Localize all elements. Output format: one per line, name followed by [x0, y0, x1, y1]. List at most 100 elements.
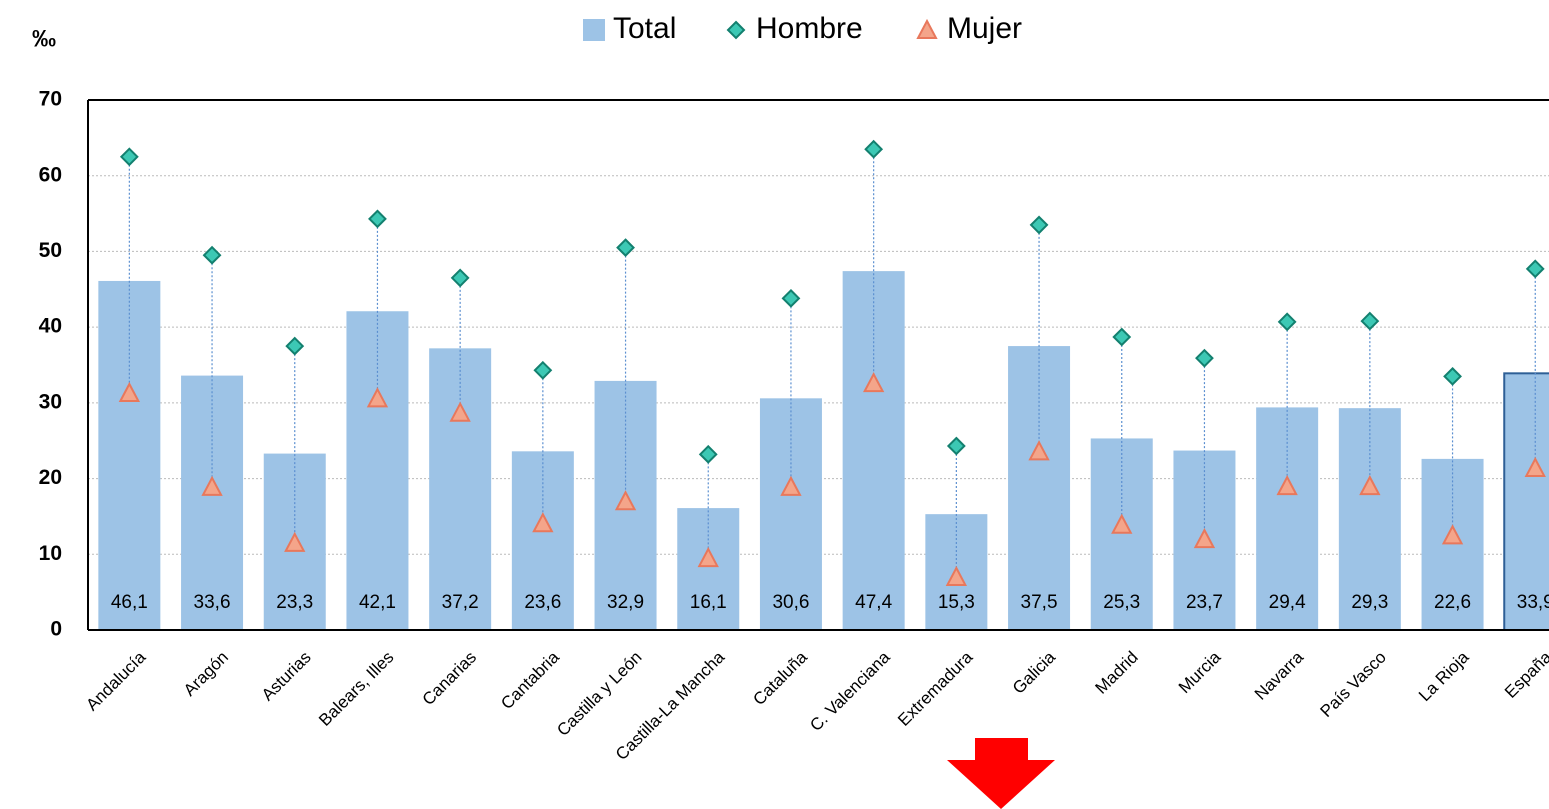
value-label: 23,6 — [524, 592, 561, 613]
hombre-marker — [864, 139, 884, 159]
y-tick-label: 70 — [39, 88, 62, 111]
hombre-marker — [1360, 311, 1380, 331]
mujer-marker — [366, 387, 389, 408]
hombre-marker — [450, 268, 470, 288]
hombre-marker — [119, 147, 139, 167]
value-label: 37,5 — [1021, 592, 1058, 613]
hombre-marker — [781, 288, 801, 308]
y-tick-label: 40 — [39, 315, 62, 338]
mujer-marker — [1524, 456, 1546, 477]
x-tick-label: País Vasco — [1316, 648, 1389, 721]
hombre-marker — [1029, 215, 1049, 235]
legend-label: Mujer — [947, 12, 1022, 45]
legend-label: Total — [613, 12, 676, 45]
x-tick-label: España — [1501, 647, 1549, 702]
bar — [1256, 407, 1319, 630]
value-label: 29,3 — [1351, 592, 1388, 613]
x-tick-label: La Rioja — [1415, 647, 1473, 705]
mujer-marker — [945, 565, 968, 586]
x-tick-label: Castilla y León — [553, 648, 645, 740]
mujer-marker — [284, 531, 306, 552]
mujer-marker — [1276, 475, 1298, 496]
value-label: 16,1 — [690, 592, 727, 613]
hombre-marker — [368, 209, 387, 229]
mujer-marker — [201, 475, 223, 496]
y-tick-label: 60 — [39, 163, 62, 186]
value-label: 32,9 — [607, 592, 644, 613]
y-axis-label: ‰ — [32, 25, 56, 52]
y-tick-label: 30 — [39, 390, 62, 413]
y-tick-label: 50 — [39, 239, 62, 262]
value-label: 23,7 — [1186, 592, 1223, 613]
legend: Total Hombre Mujer — [583, 12, 1022, 45]
x-tick-label: Andalucía — [82, 647, 149, 714]
x-tick-label: Balears, Illes — [315, 648, 397, 730]
mujer-marker — [697, 546, 719, 568]
y-tick-label: 20 — [39, 466, 62, 489]
x-tick-label: Madrid — [1092, 648, 1142, 698]
mujer-marker — [614, 490, 637, 511]
hombre-marker — [946, 436, 966, 456]
value-label: 37,2 — [442, 592, 479, 613]
hombre-marker — [1277, 312, 1297, 332]
hombre-marker — [1195, 348, 1214, 368]
bar — [759, 398, 822, 630]
mujer-marker — [862, 372, 885, 393]
x-tick-label: Canarias — [419, 648, 481, 710]
bar — [1503, 372, 1549, 631]
hombre-marker — [533, 360, 553, 380]
value-label: 23,3 — [276, 592, 313, 613]
y-tick-label: 10 — [39, 542, 62, 565]
value-label: 29,4 — [1269, 592, 1306, 613]
bar — [511, 451, 574, 630]
legend-swatch — [916, 18, 938, 39]
hombre-marker — [1443, 366, 1462, 386]
x-tick-label: Asturias — [258, 648, 315, 705]
value-label: 22,6 — [1434, 592, 1471, 613]
bar — [677, 508, 740, 630]
x-tick-label: C. Valenciana — [806, 647, 894, 735]
legend-label: Hombre — [756, 12, 863, 45]
x-tick-label: Murcia — [1175, 647, 1225, 697]
x-tick-label: Navarra — [1251, 647, 1308, 704]
x-tick-label: Cantabria — [497, 647, 563, 713]
hombre-marker — [285, 336, 305, 356]
hombre-marker — [202, 245, 222, 265]
bar — [842, 271, 905, 630]
x-tick-label: Aragón — [180, 648, 232, 700]
hombre-marker — [698, 444, 718, 464]
x-tick-label: Cataluña — [749, 647, 811, 709]
value-label: 33,6 — [194, 592, 231, 613]
mujer-marker — [1359, 475, 1381, 496]
legend-swatch — [583, 19, 605, 41]
mujer-marker — [780, 475, 802, 496]
hombre-marker — [616, 238, 635, 258]
mujer-marker — [532, 512, 554, 533]
bar — [1008, 346, 1071, 630]
value-label: 30,6 — [772, 592, 809, 613]
mujer-marker — [449, 401, 471, 422]
mujer-marker — [1193, 528, 1216, 549]
x-tick-label: Galicia — [1009, 647, 1060, 698]
value-label: 42,1 — [359, 592, 396, 613]
value-label: 47,4 — [855, 592, 892, 613]
hombre-marker — [1112, 327, 1132, 347]
bar — [1421, 458, 1484, 630]
arrow-annotation — [947, 738, 1055, 809]
hombre-marker — [1525, 259, 1545, 279]
bar — [181, 375, 244, 630]
value-label: 15,3 — [938, 592, 975, 613]
value-label: 33,9 — [1517, 592, 1549, 613]
y-tick-label: 0 — [50, 618, 62, 641]
mujer-marker — [118, 381, 141, 403]
plot-area: 0 10 20 30 40 50 60 70 46,1 Andalucía 33,6 Aragón 23… — [39, 88, 1549, 764]
value-label: 46,1 — [111, 592, 148, 613]
value-label: 25,3 — [1103, 592, 1140, 613]
legend-swatch — [726, 20, 746, 40]
mujer-marker — [1111, 513, 1133, 534]
mujer-marker — [1028, 440, 1050, 461]
bar — [98, 280, 161, 630]
x-tick-label: Extremadura — [894, 647, 977, 730]
mujer-marker — [1441, 524, 1464, 545]
